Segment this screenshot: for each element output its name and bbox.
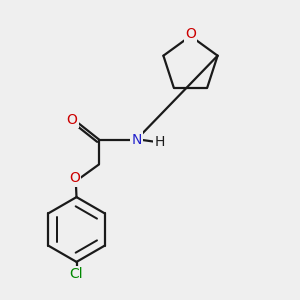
Text: O: O	[185, 28, 196, 41]
Text: H: H	[154, 135, 165, 149]
Text: O: O	[67, 113, 77, 127]
Text: O: O	[69, 172, 80, 185]
Text: N: N	[131, 133, 142, 146]
Text: Cl: Cl	[70, 268, 83, 281]
